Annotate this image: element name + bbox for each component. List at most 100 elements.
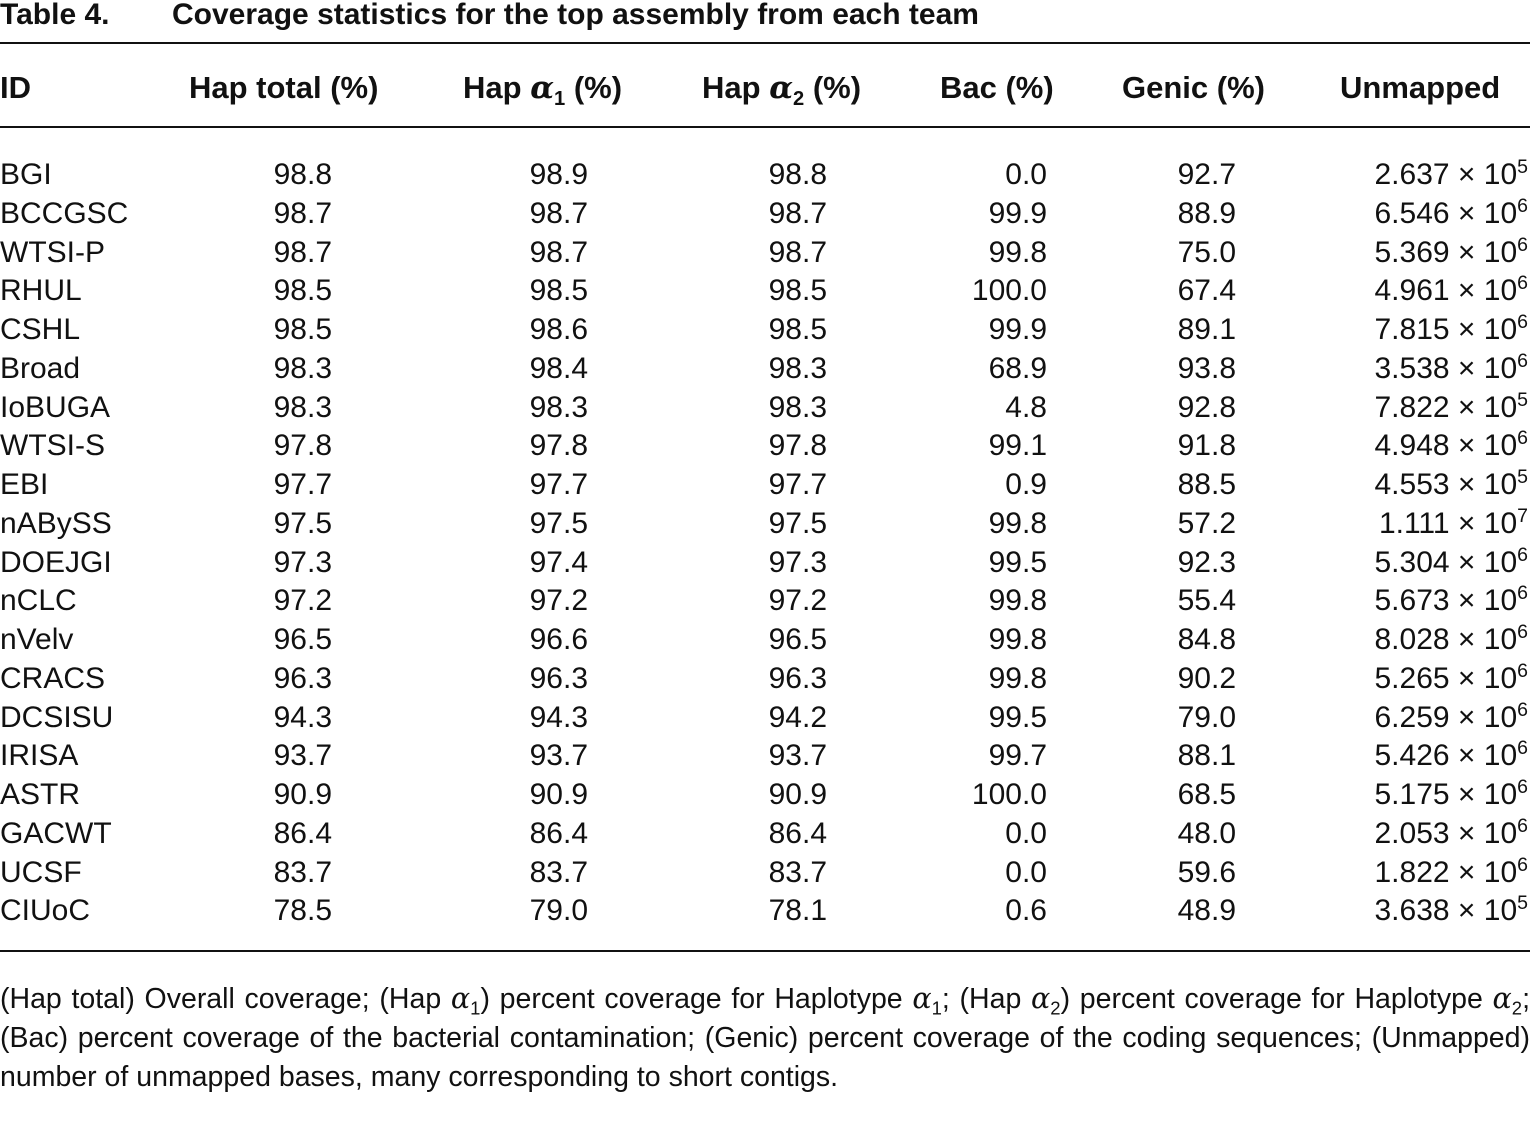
text: Genic (%) bbox=[1122, 70, 1265, 105]
subscript: 1 bbox=[931, 997, 942, 1019]
text: Unmapped bbox=[1340, 70, 1501, 105]
cell: 99.5 bbox=[988, 545, 1047, 579]
cell: 96.3 bbox=[768, 661, 827, 695]
cell: 96.3 bbox=[529, 661, 588, 695]
cell: 79.0 bbox=[529, 894, 588, 928]
row-id: EBI bbox=[0, 468, 49, 501]
cell: 90.9 bbox=[768, 778, 827, 811]
greek-symbol: α bbox=[769, 70, 794, 106]
cell: 98.3 bbox=[768, 390, 827, 424]
mantissa: 4.961 × 10 bbox=[1374, 274, 1518, 308]
cell: 99.5 bbox=[988, 700, 1047, 734]
cell: 48.0 bbox=[1177, 816, 1236, 850]
cell: 99.8 bbox=[988, 661, 1047, 695]
text: (Hap total) Overall coverage; (Hap bbox=[0, 983, 451, 1015]
cell: 99.9 bbox=[988, 313, 1047, 346]
cell: 98.7 bbox=[768, 196, 827, 230]
column-header: Hap total (%) bbox=[189, 72, 378, 103]
subscript: 2 bbox=[1050, 997, 1061, 1019]
cell: 1.111 × 107 bbox=[1379, 506, 1528, 539]
cell: 98.8 bbox=[273, 158, 332, 191]
cell: 98.7 bbox=[273, 235, 332, 269]
cell: 93.8 bbox=[1177, 351, 1236, 385]
mantissa: 7.822 × 10 bbox=[1374, 390, 1518, 424]
cell: 88.1 bbox=[1177, 739, 1236, 773]
cell: 99.9 bbox=[988, 196, 1047, 230]
cell: 97.8 bbox=[273, 429, 332, 463]
mantissa: 3.538 × 10 bbox=[1374, 351, 1518, 385]
cell: 98.3 bbox=[768, 351, 827, 385]
mantissa: 3.638 × 10 bbox=[1374, 894, 1518, 928]
table-title: Coverage statistics for the top assembly… bbox=[172, 0, 979, 31]
row-id: DOEJGI bbox=[0, 545, 112, 579]
row-id: UCSF bbox=[0, 855, 82, 889]
row-id: nVelv bbox=[0, 623, 74, 656]
cell: 98.7 bbox=[273, 196, 332, 230]
cell: 98.5 bbox=[768, 274, 827, 308]
cell: 98.9 bbox=[529, 158, 588, 191]
cell: 98.5 bbox=[273, 313, 332, 346]
mantissa: 5.369 × 10 bbox=[1374, 235, 1518, 269]
mantissa: 5.175 × 10 bbox=[1374, 778, 1518, 811]
cell: 97.3 bbox=[273, 545, 332, 579]
subscript: 1 bbox=[470, 997, 481, 1019]
cell: 3.538 × 106 bbox=[1374, 351, 1529, 385]
cell: 89.1 bbox=[1177, 313, 1236, 346]
mantissa: 4.553 × 10 bbox=[1374, 468, 1518, 501]
cell: 99.8 bbox=[988, 584, 1047, 618]
subscript: 2 bbox=[793, 88, 805, 111]
cell: 4.948 × 106 bbox=[1374, 429, 1529, 463]
exponent: 6 bbox=[1517, 582, 1528, 605]
row-id: BCCGSC bbox=[0, 196, 129, 230]
cell: 96.5 bbox=[273, 623, 332, 656]
cell: 88.9 bbox=[1177, 196, 1236, 230]
cell: 90.2 bbox=[1177, 661, 1236, 695]
row-id: GACWT bbox=[0, 816, 112, 850]
cell: 88.5 bbox=[1177, 468, 1236, 501]
cell: 93.7 bbox=[768, 739, 827, 773]
cell: 98.5 bbox=[768, 313, 827, 346]
row-id: IRISA bbox=[0, 739, 79, 773]
cell: 4.8 bbox=[1005, 390, 1047, 424]
cell: 98.5 bbox=[273, 274, 332, 308]
mantissa: 4.948 × 10 bbox=[1374, 429, 1518, 463]
rule bbox=[0, 42, 1530, 44]
cell: 5.175 × 106 bbox=[1374, 777, 1529, 811]
cell: 75.0 bbox=[1177, 235, 1236, 269]
cell: 4.961 × 106 bbox=[1374, 274, 1529, 308]
exponent: 5 bbox=[1517, 156, 1528, 178]
cell: 99.1 bbox=[988, 429, 1047, 463]
cell: 98.4 bbox=[529, 351, 588, 385]
cell: 86.4 bbox=[273, 816, 332, 850]
cell: 98.5 bbox=[529, 274, 588, 308]
cell: 83.7 bbox=[273, 855, 332, 889]
cell: 94.2 bbox=[768, 700, 827, 734]
cell: 94.3 bbox=[273, 700, 332, 734]
greek-symbol: α bbox=[450, 982, 471, 1015]
cell: 98.7 bbox=[529, 196, 588, 230]
exponent: 5 bbox=[1517, 388, 1528, 411]
row-id: WTSI-P bbox=[0, 235, 105, 269]
exponent: 6 bbox=[1517, 776, 1528, 798]
exponent: 7 bbox=[1517, 504, 1528, 527]
cell: 97.3 bbox=[768, 545, 827, 579]
cell: 97.2 bbox=[273, 584, 332, 618]
cell: 94.3 bbox=[529, 700, 588, 734]
text: (%) bbox=[804, 70, 862, 105]
mantissa: 5.265 × 10 bbox=[1374, 661, 1518, 695]
cell: 0.0 bbox=[1005, 855, 1047, 889]
exponent: 6 bbox=[1517, 621, 1528, 643]
exponent: 6 bbox=[1517, 349, 1528, 372]
cell: 83.7 bbox=[529, 855, 588, 889]
cell: 97.5 bbox=[768, 506, 827, 540]
cell: 99.8 bbox=[988, 506, 1047, 540]
mantissa: 2.637 × 10 bbox=[1374, 158, 1518, 191]
exponent: 6 bbox=[1517, 659, 1528, 682]
table-label: Table 4. bbox=[0, 0, 110, 31]
row-id: CRACS bbox=[0, 661, 106, 695]
cell: 97.5 bbox=[273, 506, 332, 540]
cell: 3.638 × 105 bbox=[1374, 894, 1529, 928]
cell: 2.637 × 105 bbox=[1374, 157, 1529, 191]
cell: 57.2 bbox=[1177, 506, 1236, 540]
cell: 0.9 bbox=[1005, 468, 1047, 501]
